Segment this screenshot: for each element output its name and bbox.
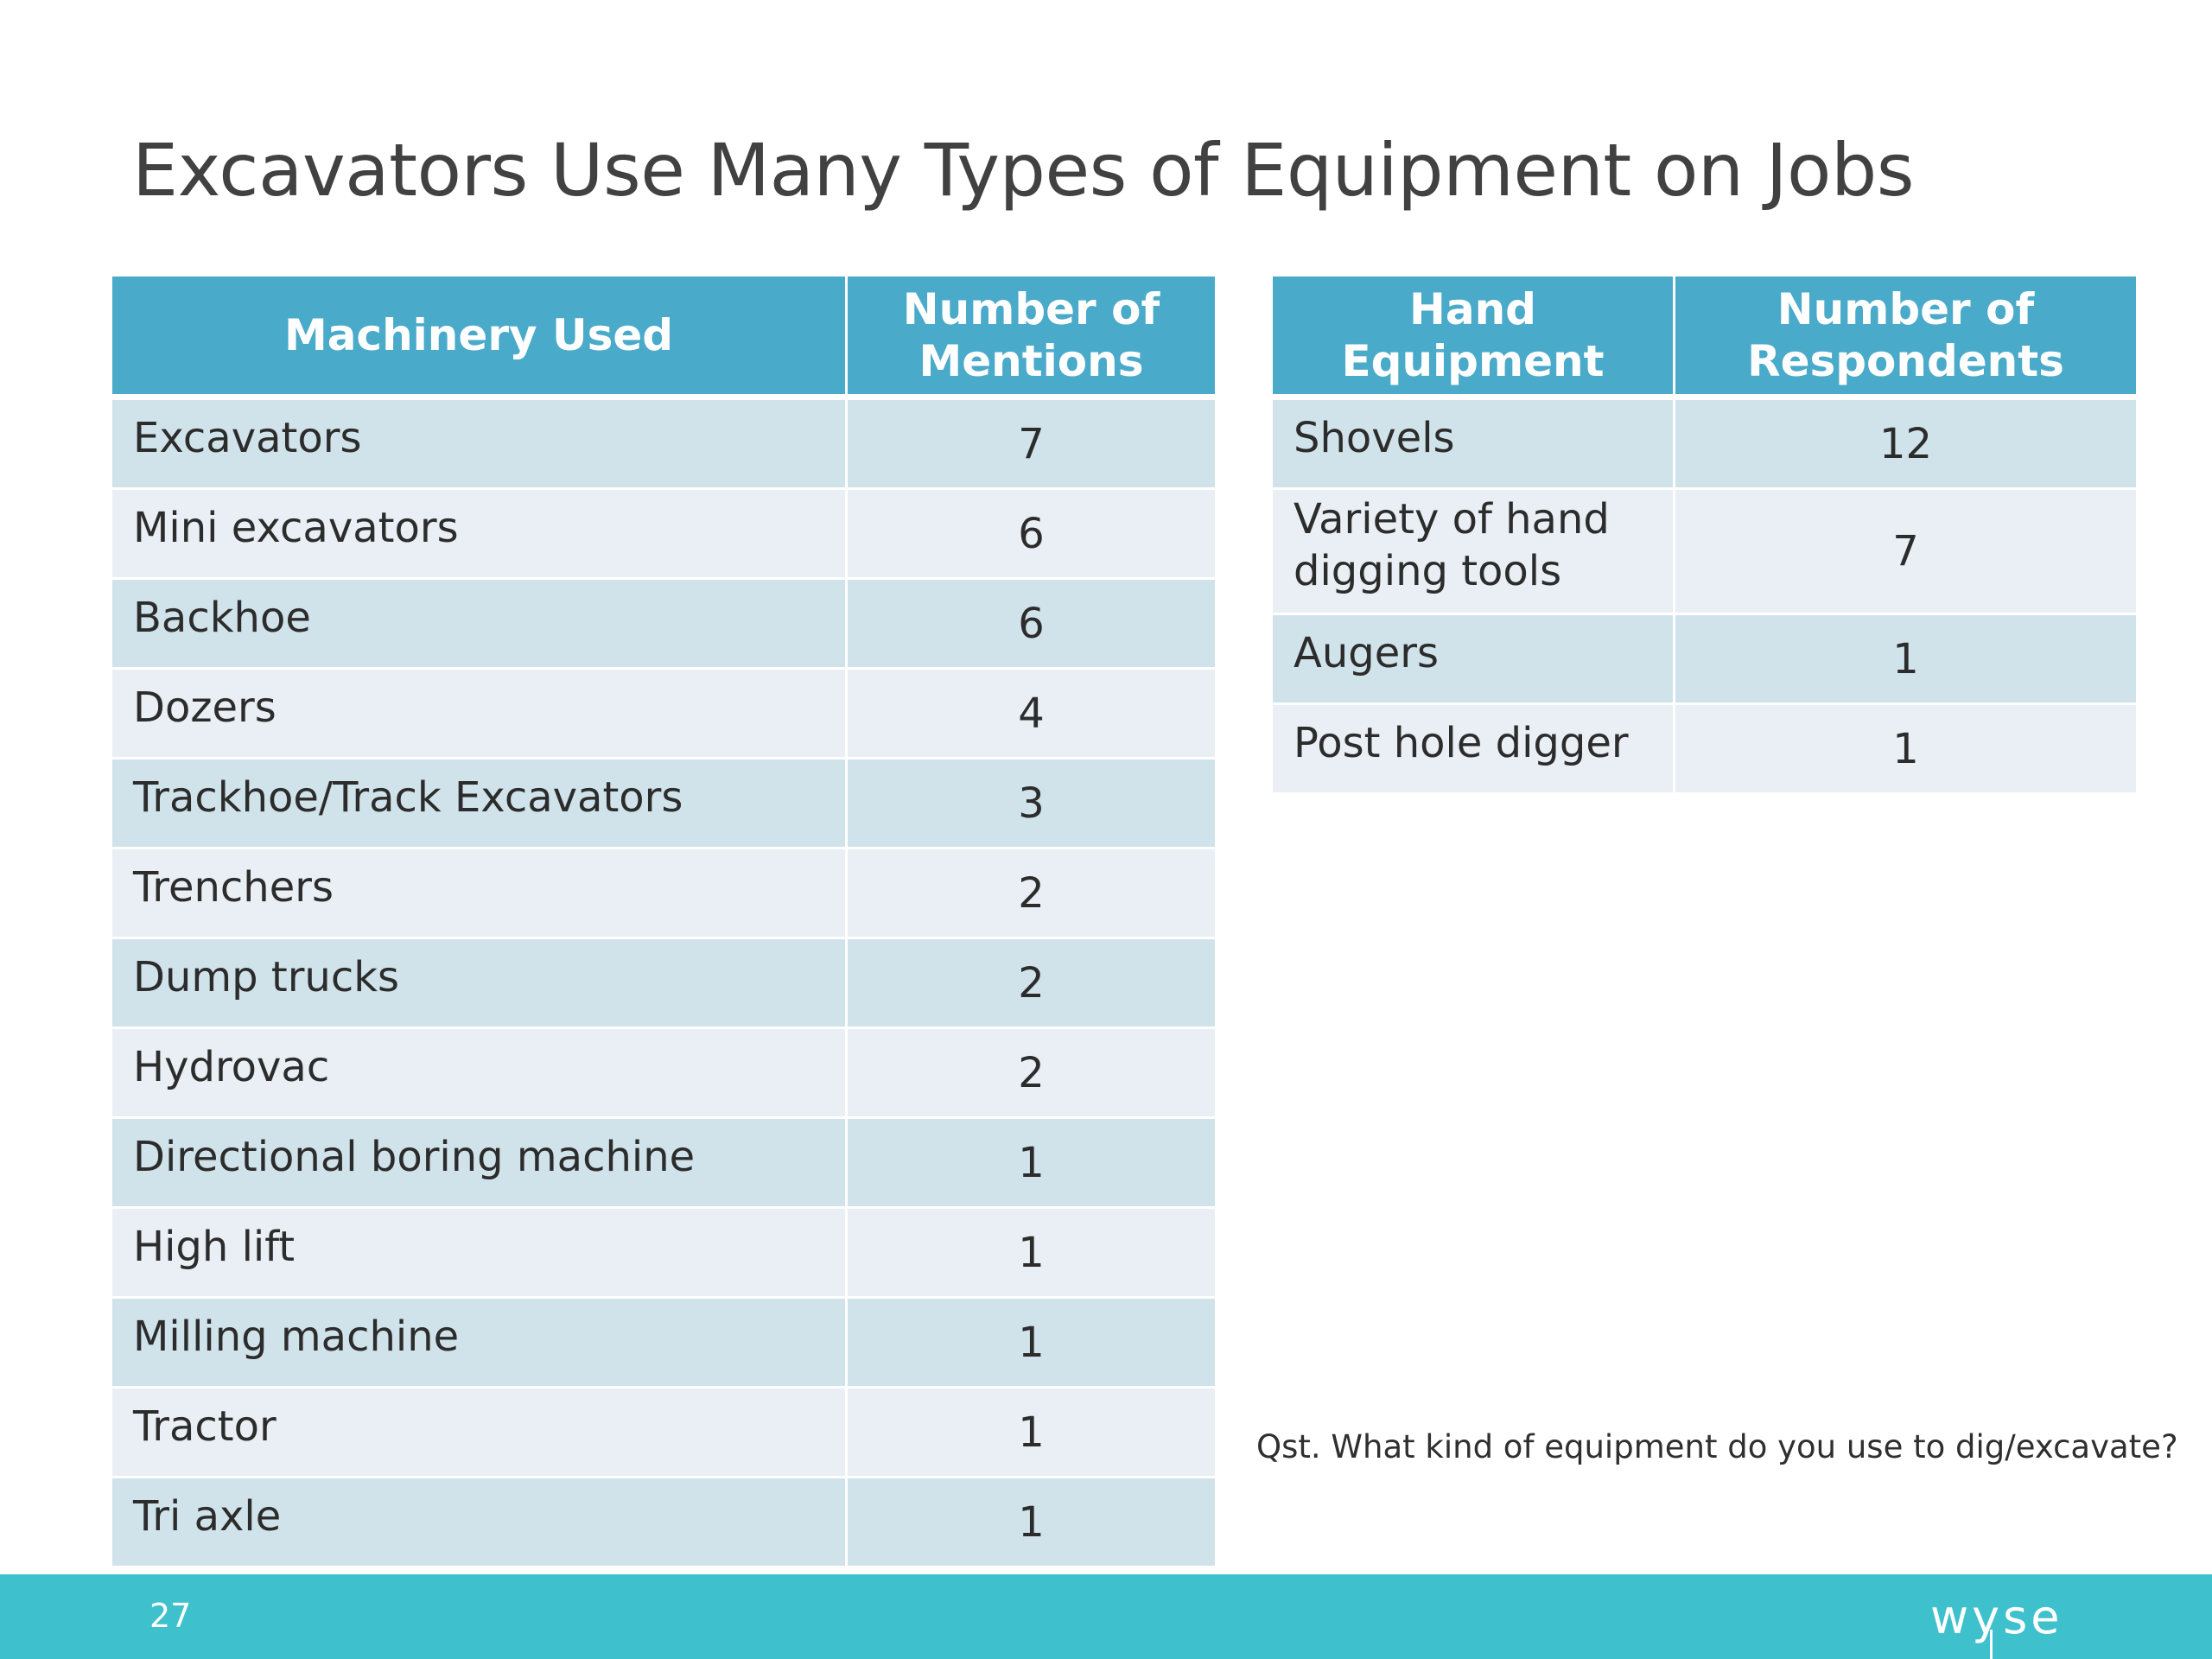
row-label: Backhoe <box>112 580 848 670</box>
table-row: Dozers 4 <box>112 670 1215 760</box>
row-label: Shovels <box>1273 400 1675 490</box>
row-label: High lift <box>112 1209 848 1299</box>
table-row: Hydrovac 2 <box>112 1029 1215 1119</box>
survey-question-note: Qst. What kind of equipment do you use t… <box>1256 1428 2178 1465</box>
row-count: 1 <box>1675 615 2136 705</box>
table-row: High lift 1 <box>112 1209 1215 1299</box>
slide-title: Excavators Use Many Types of Equipment o… <box>132 128 1915 213</box>
table-row: Milling machine 1 <box>112 1299 1215 1389</box>
table-row: Mini excavators 6 <box>112 490 1215 580</box>
column-header-mentions: Number of Mentions <box>848 276 1215 400</box>
row-count: 1 <box>848 1209 1215 1299</box>
row-count: 7 <box>848 400 1215 490</box>
row-count: 4 <box>848 670 1215 760</box>
row-label: Variety of hand digging tools <box>1273 490 1675 615</box>
row-count: 2 <box>848 939 1215 1029</box>
row-label: Excavators <box>112 400 848 490</box>
table-row: Variety of hand digging tools 7 <box>1273 490 2136 615</box>
row-count: 1 <box>848 1478 1215 1568</box>
page-number: 27 <box>149 1597 192 1635</box>
row-count: 1 <box>848 1119 1215 1209</box>
hand-equipment-table: Hand Equipment Number of Respondents Sho… <box>1273 276 2136 795</box>
table-header-row: Hand Equipment Number of Respondents <box>1273 276 2136 400</box>
row-count: 3 <box>848 760 1215 849</box>
row-label: Milling machine <box>112 1299 848 1389</box>
row-count: 2 <box>848 1029 1215 1119</box>
table-row: Backhoe 6 <box>112 580 1215 670</box>
row-count: 12 <box>1675 400 2136 490</box>
column-header-hand-equipment: Hand Equipment <box>1273 276 1675 400</box>
table-row: Tri axle 1 <box>112 1478 1215 1568</box>
row-count: 1 <box>848 1389 1215 1478</box>
row-label: Trackhoe/Track Excavators <box>112 760 848 849</box>
row-label: Dump trucks <box>112 939 848 1029</box>
row-count: 2 <box>848 849 1215 939</box>
table-row: Post hole digger 1 <box>1273 705 2136 795</box>
row-count: 6 <box>848 580 1215 670</box>
table-row: Excavators 7 <box>112 400 1215 490</box>
row-label: Post hole digger <box>1273 705 1675 795</box>
table-row: Dump trucks 2 <box>112 939 1215 1029</box>
row-count: 7 <box>1675 490 2136 615</box>
table-row: Tractor 1 <box>112 1389 1215 1478</box>
wyse-logo: wyse <box>1930 1590 2063 1644</box>
table-row: Directional boring machine 1 <box>112 1119 1215 1209</box>
column-header-machinery: Machinery Used <box>112 276 848 400</box>
row-label: Tri axle <box>112 1478 848 1568</box>
row-label: Augers <box>1273 615 1675 705</box>
row-label: Mini excavators <box>112 490 848 580</box>
row-count: 6 <box>848 490 1215 580</box>
row-count: 1 <box>1675 705 2136 795</box>
table-row: Trackhoe/Track Excavators 3 <box>112 760 1215 849</box>
column-header-respondents: Number of Respondents <box>1675 276 2136 400</box>
table-row: Augers 1 <box>1273 615 2136 705</box>
row-label: Tractor <box>112 1389 848 1478</box>
table-row: Shovels 12 <box>1273 400 2136 490</box>
table-row: Trenchers 2 <box>112 849 1215 939</box>
row-label: Trenchers <box>112 849 848 939</box>
machinery-table: Machinery Used Number of Mentions Excava… <box>112 276 1215 1568</box>
row-count: 1 <box>848 1299 1215 1389</box>
row-label: Hydrovac <box>112 1029 848 1119</box>
footer-bar: 27 wyse <box>0 1574 2212 1659</box>
table-header-row: Machinery Used Number of Mentions <box>112 276 1215 400</box>
row-label: Dozers <box>112 670 848 760</box>
row-label: Directional boring machine <box>112 1119 848 1209</box>
logo-stem-mark <box>1990 1630 1993 1659</box>
